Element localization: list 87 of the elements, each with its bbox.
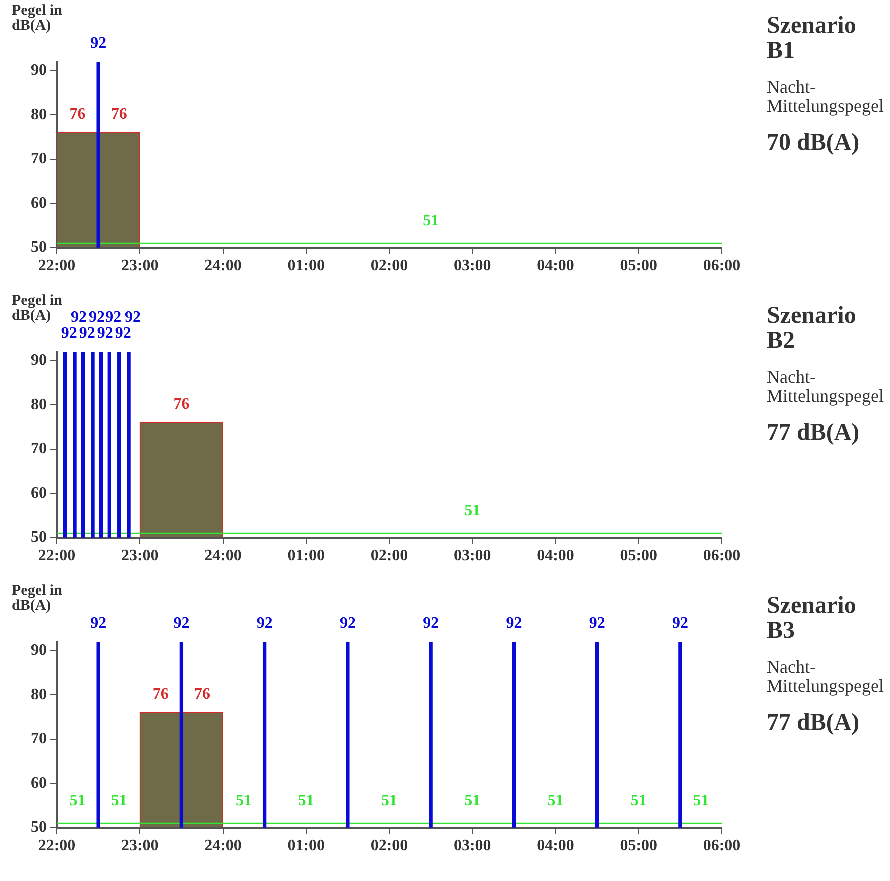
data-label: 76 [111,106,128,123]
y-axis-title: Pegel in dB(A) [12,293,62,324]
data-label: 92 [256,615,273,632]
data-label: 51 [111,792,128,810]
y-axis-title: Pegel in dB(A) [12,583,64,614]
data-label: 92 [97,325,114,342]
data-label: 92 [79,325,96,342]
data-label: 92 [90,35,107,52]
data-label: 51 [382,792,398,810]
x-tick-label: 04:00 [537,838,574,855]
y-tick-label: 60 [31,774,47,792]
y-tick-label: 90 [31,642,47,659]
data-label: 51 [298,792,314,810]
data-label: 51 [70,792,86,810]
x-tick-label: 06:00 [703,838,741,855]
y-axis-title: Pegel in dB(A) [12,3,64,34]
x-tick-label: 02:00 [370,838,408,855]
y-tick-label: 90 [31,352,47,369]
text: 77 dB(A) [767,420,861,447]
y-tick-label: 80 [31,106,47,124]
y-tick-label: 50 [31,529,47,546]
x-tick-label: 04:00 [537,258,574,275]
x-tick-label: 24:00 [204,838,242,855]
x-tick-label: 24:00 [204,548,242,565]
x-tick-label: 03:00 [454,838,492,855]
x-tick-label: 01:00 [288,548,326,565]
data-label: 92 [89,309,106,326]
text: 70 dB(A) [767,130,861,157]
y-tick-label: 50 [31,239,47,256]
data-label: 51 [548,792,564,810]
x-tick-label: 22:00 [38,838,76,855]
data-label: 51 [693,792,710,810]
y-tick-label: 60 [31,194,47,212]
x-tick-label: 23:00 [121,548,159,565]
x-tick-label: 02:00 [370,258,408,275]
y-tick-label: 50 [31,819,47,836]
text: Szenario B1 [767,13,858,64]
data-label: 92 [506,615,522,632]
data-label: 76 [194,686,210,703]
data-label: 92 [106,309,122,326]
x-tick-label: 22:00 [38,548,76,565]
x-tick-label: 02:00 [370,548,408,565]
y-tick-label: 80 [31,396,47,414]
x-tick-label: 06:00 [703,258,741,275]
x-tick-label: 06:00 [703,548,741,565]
data-label: 76 [152,686,169,703]
data-label: 51 [236,792,252,810]
y-tick-label: 80 [31,686,47,704]
data-label: 51 [630,792,647,810]
text: Nacht-Mittelungspegel [767,657,885,696]
data-label: 51 [464,502,481,520]
data-label: 92 [71,309,88,326]
data-label: 51 [423,212,440,230]
x-tick-label: 04:00 [537,548,574,565]
text: Nacht-Mittelungspegel [767,367,885,406]
data-label: 92 [340,615,356,632]
x-tick-label: 22:00 [38,258,76,275]
data-label: 92 [125,309,142,326]
x-tick-label: 05:00 [620,258,658,275]
y-tick-label: 70 [31,150,47,168]
x-tick-label: 24:00 [204,258,242,275]
x-tick-label: 03:00 [454,548,492,565]
x-tick-label: 23:00 [121,838,159,855]
text: Szenario B3 [767,593,858,644]
x-tick-label: 05:00 [620,548,658,565]
text: Nacht-Mittelungspegel [767,77,885,116]
x-tick-label: 23:00 [121,258,159,275]
data-label: 92 [423,615,440,632]
data-label: 51 [464,792,481,810]
x-tick-label: 01:00 [288,258,326,275]
data-label: 76 [174,396,190,413]
y-tick-label: 70 [31,440,47,458]
text: 77 dB(A) [767,710,861,737]
data-label: 92 [61,325,78,342]
y-tick-label: 90 [31,62,47,79]
y-tick-label: 60 [31,484,47,502]
data-label: 92 [174,615,190,632]
x-tick-label: 01:00 [288,838,326,855]
data-label: 92 [115,325,132,342]
data-label: 92 [90,615,107,632]
data-label: 76 [70,106,86,123]
text: Szenario B2 [767,303,858,354]
x-tick-label: 05:00 [620,838,658,855]
data-label: 92 [672,615,688,632]
data-label: 92 [589,615,606,632]
x-tick-label: 03:00 [454,258,492,275]
y-tick-label: 70 [31,730,47,748]
